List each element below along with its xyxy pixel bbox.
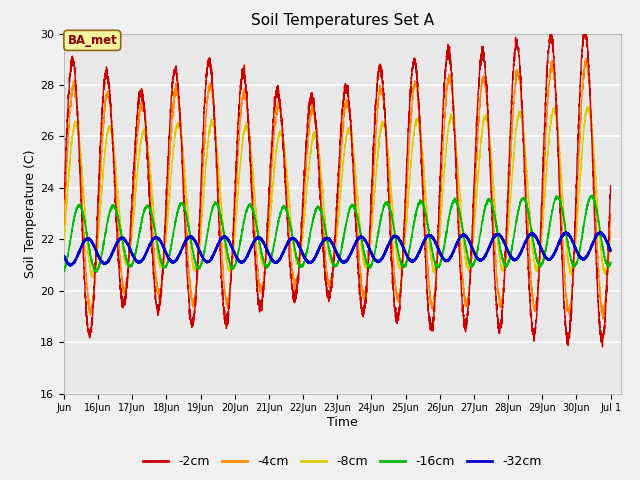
Line: -8cm: -8cm <box>64 107 611 278</box>
-16cm <box>379 208 387 214</box>
-16cm <box>477 227 484 233</box>
-32cm <box>394 234 401 240</box>
-8cm <box>270 169 278 175</box>
-16cm <box>270 242 278 248</box>
Line: -2cm: -2cm <box>64 27 611 347</box>
-32cm <box>60 253 68 259</box>
-16cm <box>589 192 596 198</box>
Line: -32cm: -32cm <box>64 232 611 265</box>
Text: BA_met: BA_met <box>67 34 117 47</box>
-8cm <box>60 240 68 245</box>
-8cm <box>394 256 401 262</box>
Line: -16cm: -16cm <box>64 195 611 272</box>
-32cm <box>607 248 614 254</box>
-16cm <box>394 244 401 250</box>
-2cm <box>607 183 614 189</box>
-2cm <box>394 310 401 316</box>
-32cm <box>598 229 605 235</box>
Legend: -2cm, -4cm, -8cm, -16cm, -32cm: -2cm, -4cm, -8cm, -16cm, -32cm <box>138 450 547 473</box>
-8cm <box>585 104 593 110</box>
-32cm <box>379 255 387 261</box>
-4cm <box>477 88 484 94</box>
-4cm <box>582 56 590 61</box>
-16cm <box>93 269 101 275</box>
-32cm <box>66 263 74 268</box>
-32cm <box>317 242 325 248</box>
-8cm <box>317 172 325 178</box>
-2cm <box>79 243 87 249</box>
-8cm <box>379 119 387 124</box>
-4cm <box>379 89 387 95</box>
-4cm <box>607 214 614 219</box>
-2cm <box>379 81 387 86</box>
-2cm <box>598 344 606 350</box>
-8cm <box>79 184 87 190</box>
-16cm <box>60 268 68 274</box>
-16cm <box>607 260 614 265</box>
-4cm <box>60 215 68 221</box>
-4cm <box>599 315 607 321</box>
-8cm <box>89 275 97 281</box>
-2cm <box>477 58 484 64</box>
-2cm <box>270 107 278 113</box>
-16cm <box>79 212 87 217</box>
-16cm <box>317 207 325 213</box>
-2cm <box>60 193 68 199</box>
-8cm <box>477 139 484 145</box>
-2cm <box>581 24 589 30</box>
-4cm <box>79 214 87 219</box>
Title: Soil Temperatures Set A: Soil Temperatures Set A <box>251 13 434 28</box>
-4cm <box>270 131 278 137</box>
Y-axis label: Soil Temperature (C): Soil Temperature (C) <box>24 149 37 278</box>
-32cm <box>270 259 278 265</box>
-2cm <box>317 205 324 211</box>
-8cm <box>607 229 614 235</box>
-4cm <box>394 293 401 299</box>
-32cm <box>477 257 484 263</box>
-4cm <box>317 188 324 193</box>
Line: -4cm: -4cm <box>64 59 611 318</box>
-32cm <box>79 240 87 246</box>
X-axis label: Time: Time <box>327 416 358 429</box>
